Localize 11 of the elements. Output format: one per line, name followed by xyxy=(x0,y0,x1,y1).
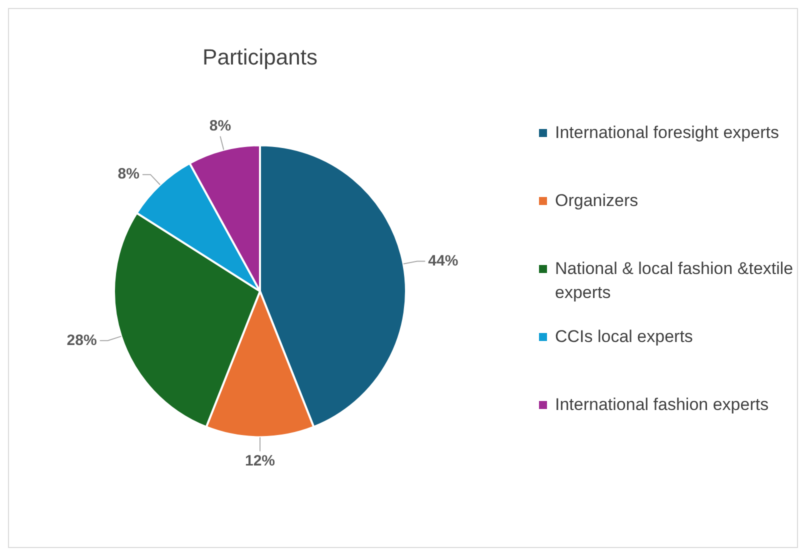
chart-title: Participants xyxy=(202,44,318,70)
legend-label: CCIs local experts xyxy=(555,326,693,348)
data-label: 12% xyxy=(244,452,276,470)
data-label: 44% xyxy=(428,252,458,270)
legend-label: International fashion experts xyxy=(555,394,769,416)
legend-label: National & local fashion &textile experts xyxy=(555,258,794,304)
data-label: 28% xyxy=(66,332,97,349)
legend-label: International foresight experts xyxy=(555,122,779,144)
data-label: 8% xyxy=(118,166,140,183)
data-label: 8% xyxy=(209,117,232,134)
legend-label: Organizers xyxy=(555,190,638,212)
